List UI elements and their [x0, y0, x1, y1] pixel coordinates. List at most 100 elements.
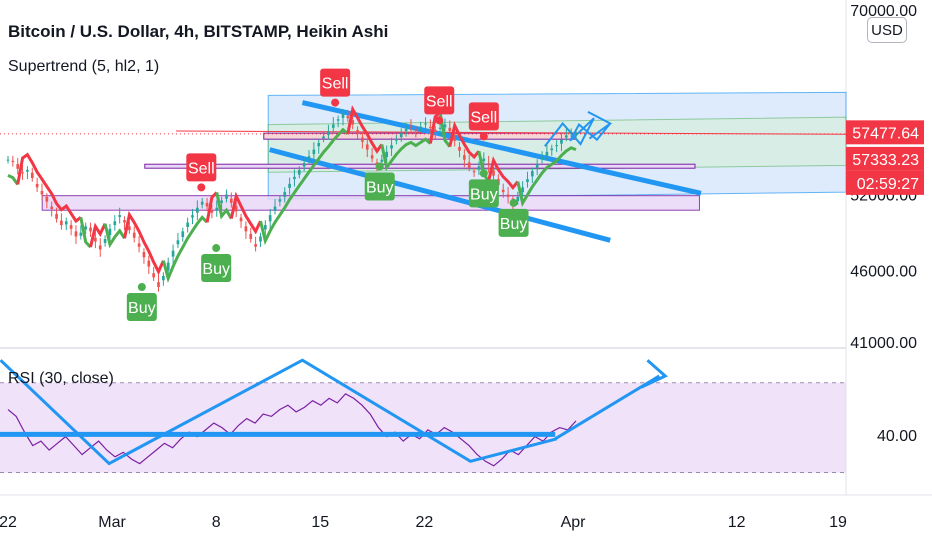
- candle-body: [181, 231, 185, 238]
- sell-signal-label: Sell: [426, 93, 453, 110]
- y-tick-label: 46000.00: [850, 264, 917, 281]
- candle-body: [535, 164, 539, 168]
- candle-body: [448, 127, 452, 132]
- rsi-projection-arrowhead: [640, 359, 668, 389]
- candle-body: [263, 225, 267, 230]
- signal-dot: [197, 183, 206, 192]
- resistance-line-box[interactable]: [263, 132, 577, 140]
- sell-signal-label: Sell: [322, 76, 349, 93]
- descending-channel-upper[interactable]: [301, 100, 702, 196]
- current-price-label-bg: [846, 146, 924, 171]
- candle-body: [307, 156, 311, 159]
- buy-signal-label: Buy: [202, 261, 230, 278]
- candle-body: [74, 231, 78, 237]
- indicator-legend[interactable]: Supertrend (5, hl2, 1): [8, 58, 160, 75]
- candle-body: [302, 163, 306, 167]
- support-line-box[interactable]: [144, 163, 696, 169]
- candle-body: [288, 183, 291, 188]
- countdown-label-bg: [846, 170, 924, 195]
- candle-body: [108, 228, 112, 236]
- candle-body: [438, 127, 442, 129]
- candle-body: [424, 123, 427, 125]
- candle-body: [191, 215, 194, 218]
- currency-button[interactable]: USD: [867, 17, 907, 43]
- sell-signal-badge: [468, 102, 499, 131]
- candle-body: [312, 149, 316, 155]
- buy-signal-label: Buy: [366, 179, 394, 196]
- supertrend-up-line: [7, 174, 19, 186]
- last-price-label-bg: [846, 120, 924, 145]
- current-price-label: 57333.23: [852, 152, 919, 169]
- countdown-label: 02:59:27: [857, 176, 919, 193]
- buy-signal-badge: [126, 292, 157, 321]
- rsi-y-tick-label: 40.00: [877, 428, 917, 445]
- candle-body: [361, 137, 364, 142]
- candle-body: [210, 210, 214, 213]
- candle-body: [467, 162, 471, 168]
- last-price-label: 57477.64: [852, 125, 919, 142]
- candle-body: [220, 200, 223, 203]
- x-tick-label: 22: [0, 514, 17, 531]
- x-tick-label: 12: [728, 514, 746, 531]
- candle-body: [69, 225, 73, 229]
- candle-body: [458, 146, 461, 151]
- candle-body: [55, 213, 58, 219]
- candle-body: [370, 155, 374, 159]
- candle-body: [322, 136, 325, 139]
- candle-body: [186, 222, 189, 227]
- candle-body: [399, 133, 403, 138]
- signal-dot: [331, 98, 340, 107]
- buy-signal-badge: [364, 172, 395, 201]
- candle-body: [200, 201, 204, 205]
- sell-signal-label: Sell: [188, 160, 215, 177]
- candle-body: [30, 172, 34, 179]
- descending-channel-lower[interactable]: [269, 147, 611, 243]
- x-tick-label: 19: [829, 514, 847, 531]
- candle-body: [560, 139, 563, 144]
- candle-body: [98, 245, 102, 250]
- candle-body: [385, 151, 389, 157]
- supertrend-down-line: [89, 222, 107, 248]
- x-tick-label: Mar: [98, 514, 126, 531]
- candle-body: [142, 251, 146, 258]
- candle-body: [84, 226, 88, 230]
- candle-body: [6, 159, 10, 161]
- supertrend-up-line: [259, 127, 349, 246]
- supertrend-down-line: [229, 191, 262, 235]
- sell-signal-badge: [424, 86, 455, 115]
- projection-zigzag[interactable]: [544, 117, 611, 147]
- candle-body: [574, 133, 578, 135]
- candle-body: [205, 202, 209, 207]
- supertrend-down-line: [123, 210, 165, 276]
- x-tick-label: Apr: [561, 514, 587, 531]
- candle-body: [254, 244, 257, 247]
- candle-body: [390, 145, 393, 149]
- candle-body: [113, 221, 117, 226]
- candle-body: [176, 240, 180, 245]
- supertrend-up-line: [161, 215, 209, 283]
- supertrend-up-line: [516, 146, 577, 208]
- signal-dot: [212, 244, 221, 253]
- rsi-trend-lines[interactable]: [0, 358, 558, 466]
- candle-body: [443, 124, 447, 128]
- candle-body: [463, 155, 466, 160]
- candle-body: [196, 207, 199, 213]
- candle-body: [123, 220, 126, 223]
- candle-body: [234, 205, 238, 212]
- candle-body: [152, 273, 155, 278]
- chart-title: Bitcoin / U.S. Dollar, 4h, BITSTAMP, Hei…: [8, 22, 389, 41]
- signal-dot: [137, 282, 146, 291]
- rsi-band: [0, 382, 846, 473]
- candle-body: [273, 206, 277, 211]
- rsi-legend[interactable]: RSI (30, close): [8, 370, 114, 387]
- candle-body: [283, 192, 287, 197]
- supertrend-up-line: [215, 192, 233, 220]
- candle-body: [79, 232, 83, 236]
- candle-body: [132, 232, 136, 238]
- signal-dot: [479, 169, 488, 178]
- candle-body: [429, 126, 432, 128]
- candle-body: [225, 194, 228, 199]
- candle-body: [215, 207, 219, 211]
- candle-body: [229, 198, 233, 203]
